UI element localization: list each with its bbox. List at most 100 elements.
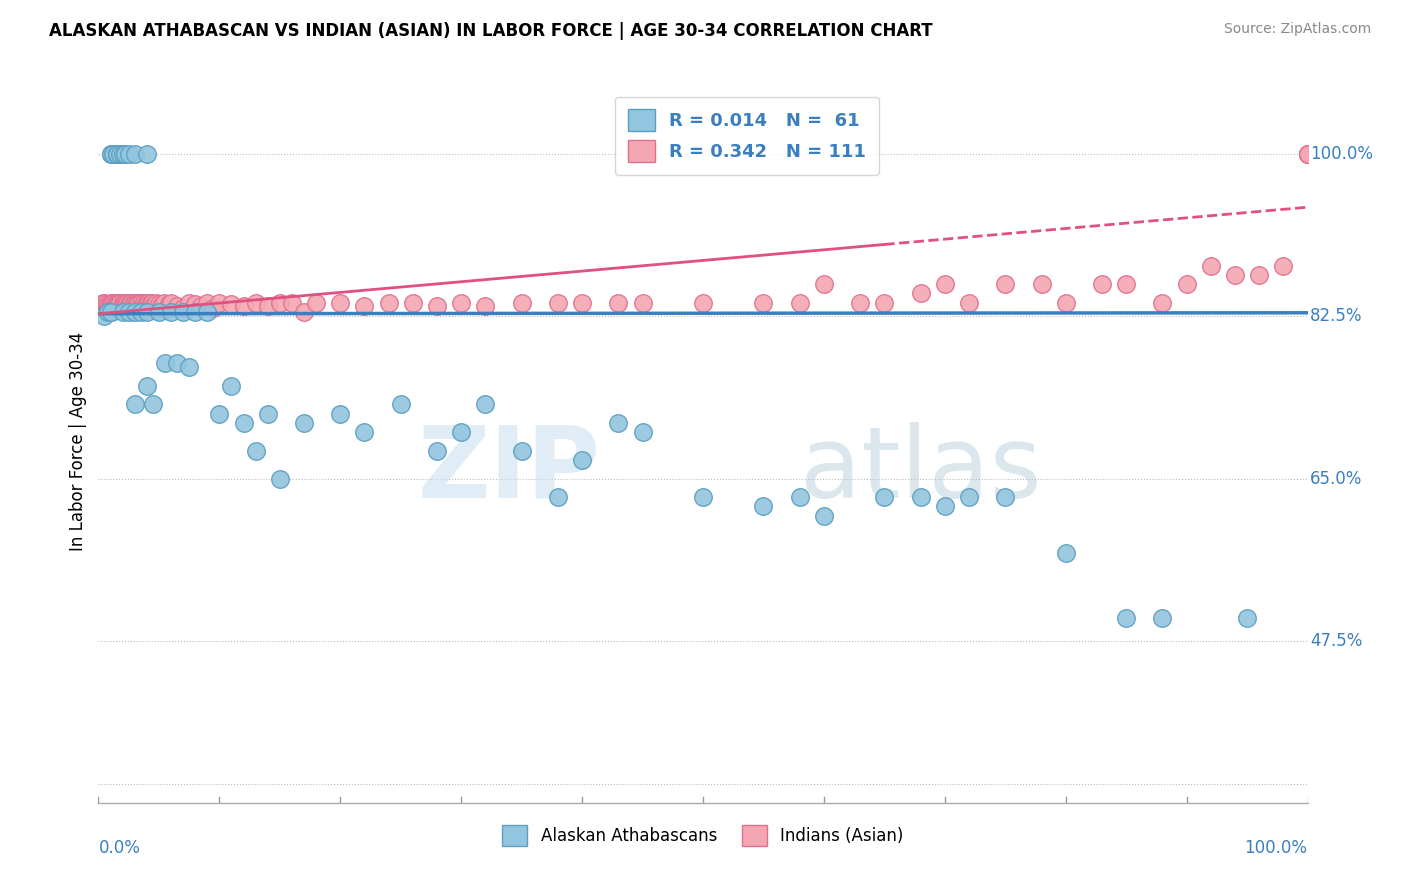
Legend: Alaskan Athabascans, Indians (Asian): Alaskan Athabascans, Indians (Asian) — [496, 819, 910, 852]
Point — [329, 295, 352, 310]
Point — [135, 299, 157, 313]
Text: atlas: atlas — [800, 422, 1042, 519]
Point — [1296, 147, 1319, 161]
Point — [184, 305, 207, 319]
Text: 100.0%: 100.0% — [1244, 838, 1308, 857]
Point — [353, 299, 375, 313]
Point — [910, 286, 932, 301]
Point — [111, 300, 134, 314]
Point — [132, 303, 155, 318]
Point — [100, 295, 122, 310]
Point — [1091, 277, 1114, 291]
Point — [1152, 295, 1174, 310]
Point — [571, 295, 593, 310]
Text: Source: ZipAtlas.com: Source: ZipAtlas.com — [1223, 22, 1371, 37]
Point — [97, 305, 120, 319]
Point — [153, 356, 176, 370]
Point — [607, 416, 630, 430]
Point — [124, 305, 146, 319]
Point — [402, 295, 425, 310]
Point — [292, 416, 315, 430]
Point — [292, 305, 315, 319]
Point — [269, 472, 291, 486]
Point — [124, 397, 146, 411]
Point — [118, 303, 141, 318]
Point — [122, 297, 145, 311]
Point — [166, 356, 188, 370]
Point — [232, 416, 254, 430]
Point — [97, 301, 120, 315]
Point — [127, 297, 149, 311]
Point — [1296, 147, 1319, 161]
Point — [450, 295, 472, 310]
Point — [105, 147, 128, 161]
Point — [150, 299, 173, 313]
Point — [103, 299, 125, 313]
Point — [329, 407, 352, 421]
Point — [184, 297, 207, 311]
Point — [121, 301, 143, 315]
Point — [148, 305, 170, 319]
Point — [112, 297, 135, 311]
Point — [571, 453, 593, 467]
Point — [450, 425, 472, 440]
Point — [1115, 277, 1137, 291]
Point — [93, 310, 115, 324]
Point — [1296, 147, 1319, 161]
Point — [1054, 295, 1077, 310]
Point — [202, 301, 225, 315]
Point — [136, 295, 159, 310]
Text: 82.5%: 82.5% — [1310, 308, 1362, 326]
Point — [101, 147, 124, 161]
Point — [129, 295, 152, 310]
Point — [105, 147, 128, 161]
Point — [389, 397, 412, 411]
Point — [172, 305, 194, 319]
Point — [1115, 610, 1137, 624]
Text: 65.0%: 65.0% — [1310, 469, 1362, 488]
Point — [195, 295, 218, 310]
Point — [1296, 147, 1319, 161]
Point — [93, 295, 115, 310]
Point — [179, 295, 201, 310]
Point — [111, 147, 134, 161]
Point — [135, 297, 157, 311]
Point — [114, 147, 136, 161]
Point — [111, 305, 134, 319]
Point — [120, 295, 142, 310]
Point — [118, 299, 141, 313]
Point — [281, 295, 304, 310]
Point — [873, 295, 896, 310]
Point — [1272, 259, 1295, 273]
Point — [607, 295, 630, 310]
Point — [305, 295, 328, 310]
Point — [353, 425, 375, 440]
Point — [1054, 546, 1077, 560]
Point — [692, 295, 714, 310]
Point — [138, 301, 160, 315]
Point — [139, 297, 162, 311]
Point — [232, 299, 254, 313]
Point — [108, 147, 131, 161]
Point — [426, 299, 449, 313]
Point — [152, 295, 174, 310]
Point — [510, 295, 533, 310]
Point — [115, 301, 138, 315]
Point — [129, 305, 152, 319]
Point — [957, 295, 980, 310]
Point — [377, 295, 399, 310]
Point — [128, 301, 150, 315]
Point — [631, 425, 654, 440]
Point — [256, 407, 278, 421]
Point — [100, 147, 122, 161]
Point — [98, 303, 121, 318]
Point — [124, 303, 146, 318]
Point — [245, 295, 267, 310]
Point — [124, 295, 146, 310]
Point — [631, 295, 654, 310]
Point — [100, 305, 122, 319]
Point — [1175, 277, 1198, 291]
Point — [692, 490, 714, 504]
Point — [160, 305, 183, 319]
Point — [100, 147, 122, 161]
